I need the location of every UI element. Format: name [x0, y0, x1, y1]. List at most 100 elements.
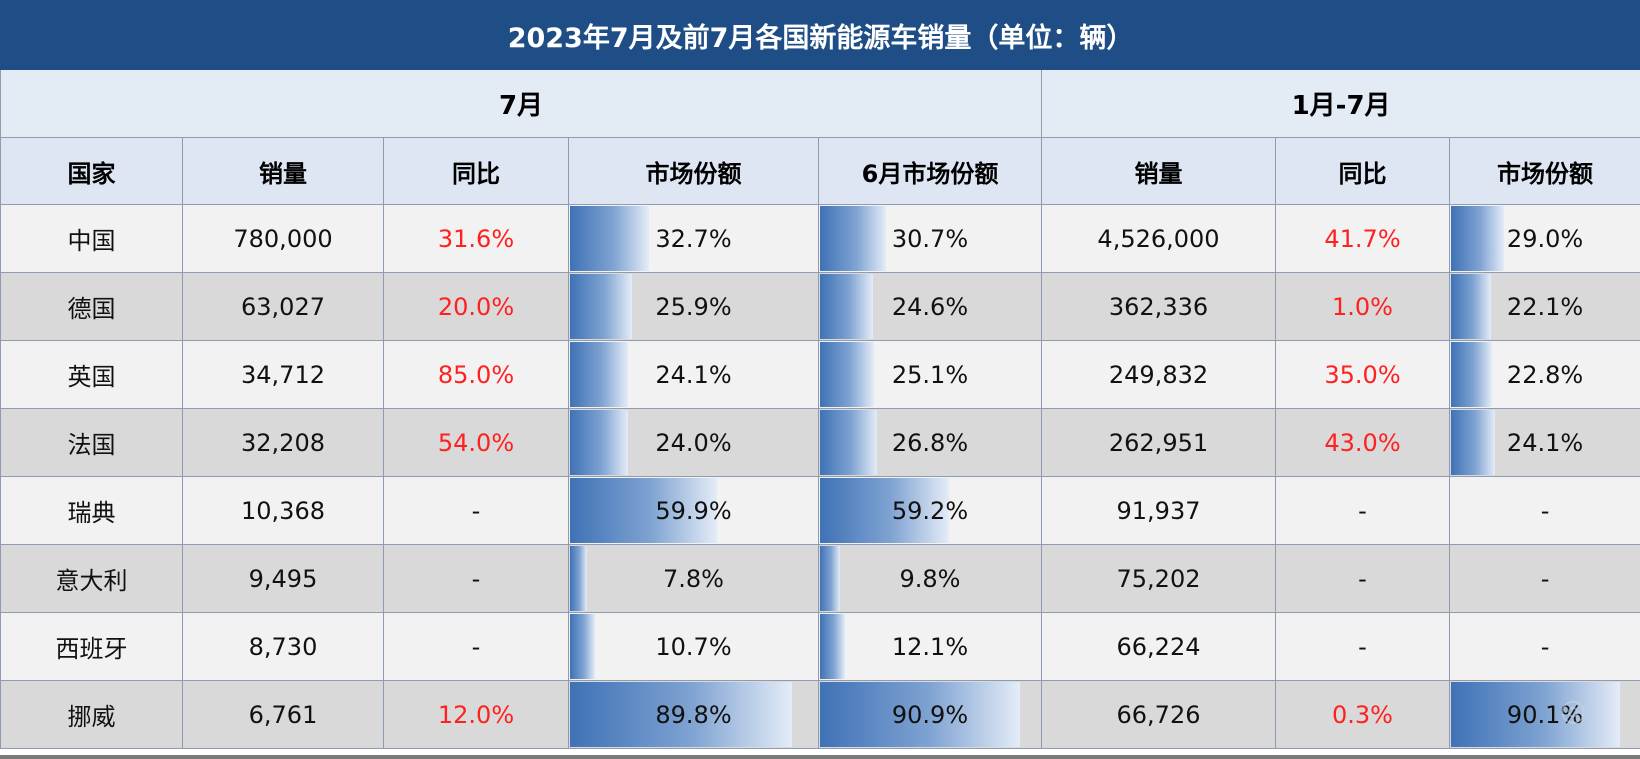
- june-share-cell: 12.1%: [818, 612, 1042, 681]
- july-sales-cell-text: 10,368: [241, 496, 325, 525]
- july-sales-cell-text: 34,712: [241, 360, 325, 389]
- table-row: 西班牙 8,730 - 10.7% 12.1% 66,224 - -: [0, 612, 1640, 681]
- july-share-cell: 24.1%: [568, 340, 819, 409]
- july-sales-cell-text: 780,000: [233, 224, 333, 253]
- ytd-yoy-cell: 35.0%: [1275, 340, 1450, 409]
- country-cell: 瑞典: [0, 476, 183, 545]
- july-sales-cell-text: 8,730: [248, 632, 318, 661]
- july-share-cell-text: 25.9%: [655, 292, 732, 321]
- july-sales-cell: 8,730: [182, 612, 384, 681]
- table-row: 挪威 6,761 12.0% 89.8% 90.9% 66,726 0.3% 90.1%: [0, 680, 1640, 749]
- july-yoy-cell: 12.0%: [383, 680, 569, 749]
- july-yoy-cell: 85.0%: [383, 340, 569, 409]
- table-row: 英国 34,712 85.0% 24.1% 25.1% 249,832 35.0% 22.8%: [0, 340, 1640, 409]
- share-bar: [820, 614, 845, 679]
- ytd-yoy-cell: 43.0%: [1275, 408, 1450, 477]
- share-bar: [820, 410, 878, 475]
- ytd-share-cell-text: 90.1%: [1506, 700, 1584, 729]
- share-bar: [820, 478, 950, 543]
- june-share-cell: 26.8%: [818, 408, 1042, 477]
- share-bar: [570, 614, 595, 679]
- share-bar: [1451, 274, 1491, 339]
- col-header-june-share: 6月市场份额: [818, 137, 1042, 205]
- july-sales-cell-text: 63,027: [241, 292, 325, 321]
- ytd-yoy-cell-text: -: [1358, 564, 1367, 593]
- ytd-yoy-cell: -: [1275, 476, 1450, 545]
- table-bottom-border: [0, 755, 1640, 759]
- country-cell: 挪威: [0, 680, 183, 749]
- group-header-july: 7月: [0, 69, 1042, 138]
- ytd-yoy-cell-text: 0.3%: [1332, 700, 1393, 729]
- country-cell: 意大利: [0, 544, 183, 613]
- july-yoy-cell-text: 54.0%: [437, 428, 515, 457]
- july-sales-cell-text: 6,761: [248, 700, 318, 729]
- june-share-cell-text: 30.7%: [891, 224, 969, 253]
- ytd-sales-cell-text: 66,726: [1116, 700, 1201, 729]
- july-sales-cell: 780,000: [182, 204, 384, 273]
- share-bar: [1451, 342, 1493, 407]
- ytd-sales-cell-text: 362,336: [1108, 292, 1209, 321]
- ytd-sales-cell: 249,832: [1041, 340, 1276, 409]
- ytd-share-cell-text: 29.0%: [1506, 224, 1584, 253]
- share-bar: [570, 274, 633, 339]
- july-sales-cell: 32,208: [182, 408, 384, 477]
- july-share-cell-text: 10.7%: [655, 632, 732, 661]
- country-cell-text: 西班牙: [55, 635, 128, 663]
- ytd-yoy-cell-text: -: [1358, 632, 1367, 661]
- country-cell-text: 挪威: [67, 703, 116, 731]
- ytd-share-cell: -: [1448, 544, 1640, 613]
- table-row: 德国 63,027 20.0% 25.9% 24.6% 362,336 1.0% 22.1%: [0, 272, 1640, 341]
- ytd-sales-cell-text: 91,937: [1116, 496, 1201, 525]
- june-share-cell: 9.8%: [818, 544, 1042, 613]
- ytd-sales-cell: 75,202: [1041, 544, 1276, 613]
- july-sales-cell: 9,495: [182, 544, 384, 613]
- ytd-sales-cell: 4,526,000: [1041, 204, 1276, 273]
- july-yoy-cell-text: -: [471, 632, 481, 661]
- group-header-jan-jul: 1月-7月: [1040, 69, 1640, 138]
- table-row: 中国 780,000 31.6% 32.7% 30.7% 4,526,000 41.7% 29…: [0, 204, 1640, 273]
- country-cell-text: 英国: [67, 363, 116, 391]
- ytd-share-cell-text: 22.1%: [1506, 292, 1584, 321]
- ytd-share-cell: 90.1%: [1448, 680, 1640, 749]
- july-sales-cell-text: 32,208: [241, 428, 325, 457]
- country-cell-text: 德国: [67, 295, 116, 323]
- july-share-cell: 89.8%: [568, 680, 819, 749]
- ytd-yoy-cell: 41.7%: [1275, 204, 1450, 273]
- ytd-yoy-cell-text: 43.0%: [1324, 428, 1401, 457]
- country-cell-text: 中国: [67, 227, 116, 255]
- july-sales-cell-text: 9,495: [248, 564, 318, 593]
- ytd-share-cell-text: 22.8%: [1506, 360, 1584, 389]
- ytd-sales-cell: 362,336: [1041, 272, 1276, 341]
- july-share-cell-text: 32.7%: [655, 224, 732, 253]
- july-yoy-cell: -: [383, 476, 569, 545]
- june-share-cell-text: 90.9%: [891, 700, 969, 729]
- ytd-yoy-cell-text: -: [1358, 496, 1367, 525]
- col-header-ytd-yoy: 同比: [1275, 137, 1450, 205]
- share-bar: [1451, 410, 1495, 475]
- july-share-cell-text: 89.8%: [655, 700, 732, 729]
- ytd-sales-cell: 66,224: [1041, 612, 1276, 681]
- july-yoy-cell-text: 20.0%: [437, 292, 515, 321]
- ytd-yoy-cell: -: [1275, 612, 1450, 681]
- june-share-cell-text: 12.1%: [891, 632, 969, 661]
- july-share-cell-text: 24.0%: [655, 428, 732, 457]
- ytd-sales-cell-text: 4,526,000: [1097, 224, 1220, 253]
- share-bar: [820, 546, 840, 611]
- share-bar: [1451, 206, 1505, 271]
- june-share-cell-text: 24.6%: [891, 292, 969, 321]
- july-share-cell: 24.0%: [568, 408, 819, 477]
- july-yoy-cell: -: [383, 612, 569, 681]
- july-sales-cell: 63,027: [182, 272, 384, 341]
- ytd-sales-cell: 91,937: [1041, 476, 1276, 545]
- share-bar: [820, 342, 874, 407]
- share-bar: [820, 206, 887, 271]
- july-share-cell: 25.9%: [568, 272, 819, 341]
- ytd-sales-cell: 66,726: [1041, 680, 1276, 749]
- june-share-cell: 90.9%: [818, 680, 1042, 749]
- country-cell: 西班牙: [0, 612, 183, 681]
- ytd-yoy-cell: 0.3%: [1275, 680, 1450, 749]
- june-share-cell: 59.2%: [818, 476, 1042, 545]
- ytd-yoy-cell-text: 1.0%: [1332, 292, 1393, 321]
- july-share-cell: 7.8%: [568, 544, 819, 613]
- ytd-yoy-cell-text: 41.7%: [1324, 224, 1401, 253]
